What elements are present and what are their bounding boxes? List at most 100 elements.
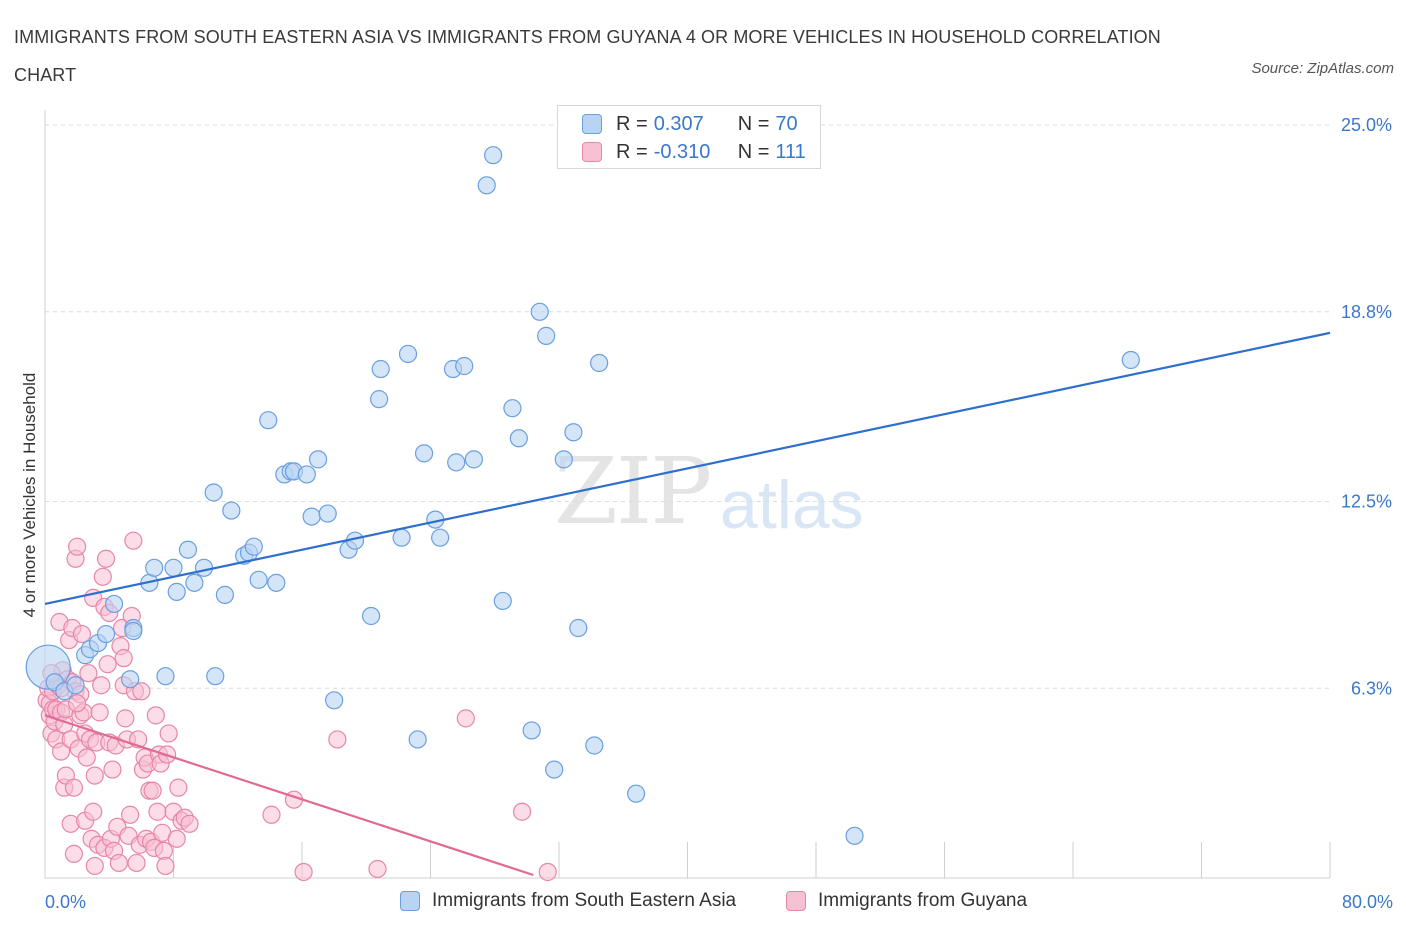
series-guyana-points bbox=[37, 531, 557, 882]
legend-item-guyana[interactable]: Immigrants from Guyana bbox=[786, 890, 1027, 912]
y-tick-label: 12.5% bbox=[1341, 492, 1392, 512]
data-point-sea bbox=[215, 585, 234, 604]
data-point-guyana bbox=[159, 724, 178, 743]
data-point-guyana bbox=[109, 853, 128, 873]
data-point-guyana bbox=[294, 862, 313, 882]
data-point-guyana bbox=[456, 709, 475, 728]
axes bbox=[44, 110, 1330, 879]
data-point-sea bbox=[569, 618, 588, 638]
data-point-sea bbox=[297, 465, 316, 484]
legend-item-label: Immigrants from South Eastern Asia bbox=[432, 890, 737, 911]
data-point-guyana bbox=[68, 694, 87, 713]
data-point-guyana bbox=[538, 862, 557, 882]
legend-row-guyana: R = -0.310 N = 111 bbox=[582, 140, 806, 164]
data-point-guyana bbox=[72, 624, 92, 644]
data-point-sea bbox=[361, 606, 381, 626]
data-point-sea bbox=[145, 558, 164, 577]
data-point-guyana bbox=[85, 766, 104, 785]
data-point-sea bbox=[308, 450, 328, 469]
data-point-guyana bbox=[167, 829, 186, 848]
data-point-guyana bbox=[98, 655, 117, 674]
data-point-sea bbox=[464, 450, 483, 469]
data-point-sea bbox=[509, 429, 528, 448]
data-point-sea bbox=[259, 411, 278, 430]
trend-line-guyana bbox=[44, 714, 534, 877]
data-point-sea bbox=[66, 676, 85, 695]
source-label: Source: ZipAtlas.com bbox=[1251, 60, 1394, 77]
data-point-guyana bbox=[156, 856, 175, 876]
data-point-sea bbox=[104, 594, 124, 614]
data-point-sea bbox=[493, 591, 512, 611]
data-point-sea bbox=[156, 667, 175, 686]
data-point-guyana bbox=[116, 709, 135, 728]
data-point-sea bbox=[1121, 350, 1140, 370]
data-point-guyana bbox=[124, 531, 143, 550]
data-point-sea bbox=[194, 558, 214, 577]
data-point-sea bbox=[302, 507, 321, 526]
data-point-sea bbox=[204, 483, 223, 502]
data-point-sea bbox=[537, 326, 556, 345]
data-point-sea bbox=[447, 453, 466, 472]
data-point-guyana bbox=[77, 748, 96, 767]
data-point-guyana bbox=[127, 853, 146, 873]
legend-n-label: N = bbox=[737, 140, 770, 163]
watermark-atlas: atlas bbox=[720, 467, 864, 543]
data-point-guyana bbox=[85, 856, 104, 876]
legend-n-label: N = bbox=[737, 112, 770, 135]
data-point-guyana bbox=[169, 778, 188, 797]
legend-swatch-pink bbox=[786, 891, 806, 911]
data-point-sea bbox=[585, 736, 604, 755]
data-point-sea bbox=[164, 558, 183, 577]
data-point-guyana bbox=[64, 844, 84, 864]
legend-row-sea: R = 0.307 N = 70 bbox=[582, 112, 798, 136]
data-point-sea bbox=[530, 302, 549, 321]
data-point-sea bbox=[318, 504, 337, 523]
legend-swatch-pink bbox=[582, 142, 602, 162]
data-point-sea bbox=[392, 528, 411, 547]
data-point-sea bbox=[626, 784, 646, 803]
series-sea-points bbox=[25, 146, 1140, 845]
data-point-sea bbox=[590, 353, 609, 373]
data-point-guyana bbox=[121, 805, 140, 824]
chart-title: IMMIGRANTS FROM SOUTH EASTERN ASIA VS IM… bbox=[14, 27, 1161, 85]
data-point-guyana bbox=[154, 841, 173, 860]
data-point-sea bbox=[522, 721, 541, 740]
x-tick-label: 80.0% bbox=[1342, 892, 1393, 912]
data-point-guyana bbox=[368, 859, 387, 879]
data-point-sea bbox=[477, 176, 496, 195]
series-legend: Immigrants from South Eastern Asia Immig… bbox=[0, 890, 1406, 916]
data-point-sea bbox=[178, 540, 198, 559]
data-point-sea bbox=[414, 444, 434, 463]
data-point-guyana bbox=[114, 649, 133, 668]
data-point-guyana bbox=[132, 682, 151, 701]
grid-lines bbox=[45, 124, 1331, 878]
data-point-sea bbox=[325, 691, 344, 710]
data-point-guyana bbox=[68, 537, 87, 556]
legend-item-label: Immigrants from Guyana bbox=[818, 890, 1028, 911]
data-point-sea bbox=[121, 670, 140, 689]
data-point-guyana bbox=[93, 567, 112, 586]
legend-r-label: R = bbox=[616, 112, 648, 135]
data-point-sea bbox=[545, 760, 564, 779]
legend-swatch-blue bbox=[400, 891, 420, 911]
data-point-guyana bbox=[64, 778, 84, 797]
data-point-sea bbox=[554, 450, 573, 469]
data-point-sea bbox=[845, 826, 864, 845]
data-point-guyana bbox=[148, 802, 167, 821]
data-point-sea bbox=[431, 528, 450, 547]
data-point-sea bbox=[370, 390, 389, 409]
data-point-sea bbox=[455, 356, 474, 376]
data-point-sea bbox=[484, 146, 503, 165]
correlation-legend: R = 0.307 N = 70 R = -0.310 N = 111 bbox=[557, 105, 821, 169]
data-point-sea bbox=[244, 537, 263, 556]
data-point-guyana bbox=[180, 814, 199, 833]
legend-item-sea[interactable]: Immigrants from South Eastern Asia bbox=[400, 890, 736, 912]
data-point-sea bbox=[503, 399, 522, 418]
data-point-guyana bbox=[328, 730, 347, 749]
data-point-guyana bbox=[146, 706, 165, 725]
data-point-guyana bbox=[79, 664, 98, 683]
data-point-sea bbox=[206, 667, 225, 686]
trend-lines bbox=[44, 331, 1331, 877]
data-point-sea bbox=[249, 570, 268, 589]
